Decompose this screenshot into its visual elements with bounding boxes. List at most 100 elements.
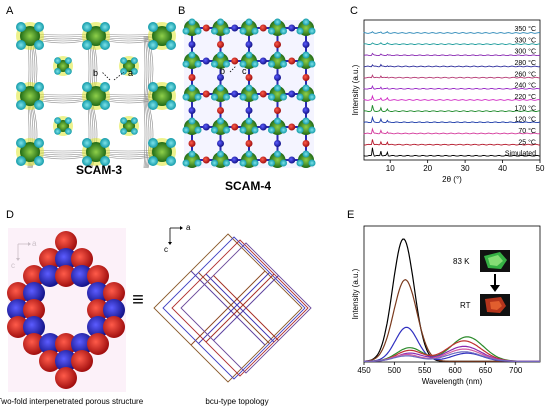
scam4-axis-b: b	[220, 66, 225, 76]
cyan-node	[308, 60, 316, 68]
cyan-node	[182, 27, 190, 35]
x-axis-label: 2θ (°)	[442, 175, 462, 184]
cyan-node	[54, 127, 61, 135]
cyan-node	[182, 60, 190, 68]
cyan-node	[182, 126, 190, 134]
trace-label: 120 °C	[515, 116, 536, 124]
cyan-node	[217, 150, 224, 158]
panel-d-letter: D	[6, 209, 14, 221]
ligand-bead	[274, 74, 281, 81]
cyan-node	[274, 51, 281, 59]
cyan-node	[148, 138, 158, 148]
pxrd-trace	[363, 115, 541, 124]
red-net-node	[87, 333, 109, 355]
cyan-node	[211, 93, 218, 101]
scam4-axis-c: c	[242, 66, 247, 76]
scam4-caption: SCAM-4	[225, 179, 271, 193]
cyan-node	[211, 126, 218, 134]
cyan-node	[166, 22, 176, 32]
red-net-node	[103, 282, 125, 304]
metal-cluster	[86, 142, 106, 162]
cyan-node	[82, 82, 92, 92]
cyan-node	[100, 22, 110, 32]
ligand-bead	[217, 140, 224, 147]
blue-net-node	[87, 316, 109, 338]
photo-inset-rt: RT	[460, 294, 510, 316]
cyan-node	[245, 150, 253, 158]
porous-structure	[7, 228, 126, 392]
scam3-caption: SCAM-3	[76, 163, 122, 177]
trace-label: 25 °C	[518, 138, 536, 146]
cyan-node	[131, 127, 138, 135]
cyan-node	[194, 27, 202, 35]
pxrd-trace	[363, 31, 541, 34]
panel-e-letter: E	[347, 209, 354, 221]
red-net-node	[55, 265, 77, 287]
cyan-node	[245, 117, 253, 125]
panel-c-letter: C	[350, 5, 358, 17]
pxrd-chart: 350 °C 330 °C 300 °C 280 °C 260 °C 240 °C 220 …	[351, 19, 545, 184]
ligand-bead	[259, 57, 267, 65]
ligand-bead	[217, 107, 224, 114]
cyan-node	[34, 100, 44, 110]
cyan-node	[239, 159, 247, 167]
pxrd-trace	[363, 84, 541, 90]
cyan-node	[148, 22, 158, 32]
red-net-node	[39, 350, 61, 372]
cyan-node	[166, 138, 176, 148]
cyan-node	[188, 150, 196, 158]
metal-cluster	[20, 86, 40, 106]
metal-cluster	[20, 26, 40, 46]
ligand-bead	[217, 41, 224, 48]
bcu-topology	[153, 233, 312, 383]
linker	[143, 35, 146, 103]
cyan-node	[16, 40, 26, 50]
cyan-node	[268, 126, 275, 134]
cyan-node	[16, 82, 26, 92]
blue-net-node	[55, 350, 77, 372]
panel-c: C 350 °C 330 °C 300 °C 280 °C 260 °C 240 °C 22…	[350, 5, 545, 184]
x-tick-label: 700	[509, 366, 523, 375]
cyan-node	[223, 27, 230, 35]
topology-edge	[162, 236, 306, 380]
blue-net-node	[39, 265, 61, 287]
ligand-bead	[302, 74, 310, 81]
cyan-node	[274, 18, 281, 26]
x-tick-label: 30	[461, 164, 470, 173]
cyan-node	[166, 82, 176, 92]
blue-net-node	[71, 265, 93, 287]
metal-cluster	[20, 142, 40, 162]
topology-caption: bcu-type topology	[205, 397, 268, 406]
linker	[143, 101, 146, 169]
topology-edge	[180, 242, 312, 374]
pxrd-trace	[363, 139, 541, 146]
ligand-bead	[188, 74, 196, 81]
panel-a: A SCAM-3 b a	[6, 5, 176, 177]
topology-edge	[190, 270, 266, 346]
linker	[145, 101, 150, 169]
cyan-node	[194, 60, 202, 68]
red-net-node	[23, 265, 45, 287]
linker	[144, 35, 148, 103]
ligand-bead	[202, 57, 210, 65]
red-net-node	[39, 248, 61, 270]
cyan-node	[188, 84, 196, 92]
cyan-node	[308, 93, 316, 101]
cyan-node	[217, 117, 224, 125]
topology-axis-a: a	[186, 223, 191, 232]
cyan-node	[268, 93, 275, 101]
ligand-bead	[245, 74, 253, 81]
cyan-node	[280, 93, 287, 101]
cyan-node	[120, 127, 127, 135]
cyan-node	[274, 150, 281, 158]
cyan-node	[302, 117, 310, 125]
cyan-node	[100, 82, 110, 92]
pxrd-trace	[363, 42, 541, 45]
cyan-node	[34, 138, 44, 148]
x-tick-label: 20	[423, 164, 432, 173]
axis-line	[229, 65, 237, 73]
cyan-node	[211, 27, 218, 35]
transition-arrow	[490, 274, 500, 292]
red-net-node	[87, 299, 109, 321]
cyan-node	[120, 57, 127, 64]
